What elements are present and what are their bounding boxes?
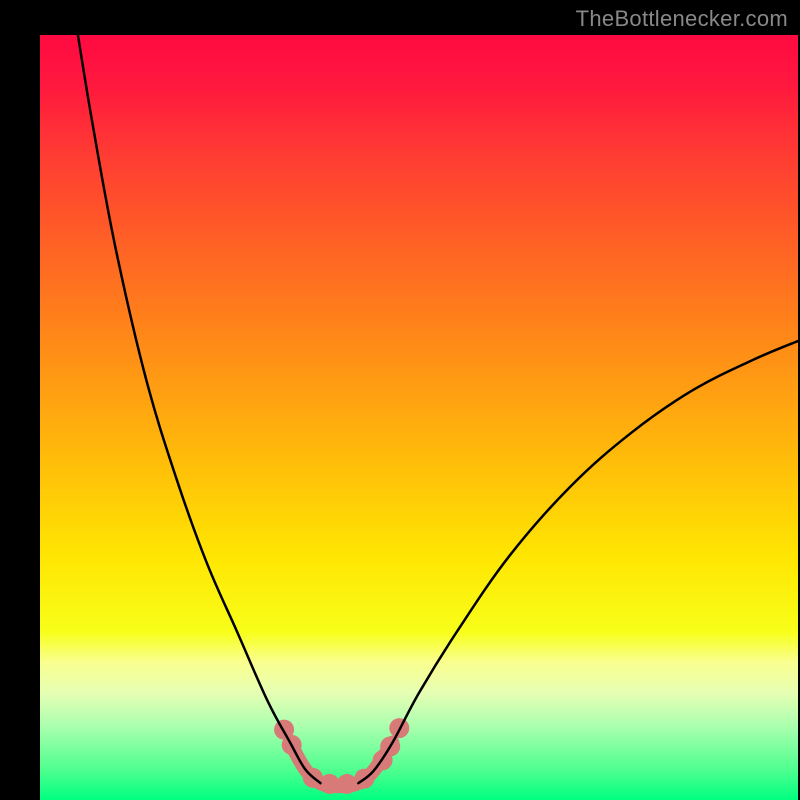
marker-dot [320,774,340,794]
image-root: TheBottlenecker.com [0,0,800,800]
plot-area [40,35,798,800]
curve-left-arm [78,35,321,783]
chart-svg [40,35,798,800]
marker-dot [337,774,357,794]
curve-right-arm [358,341,798,783]
watermark-text: TheBottlenecker.com [576,6,788,32]
